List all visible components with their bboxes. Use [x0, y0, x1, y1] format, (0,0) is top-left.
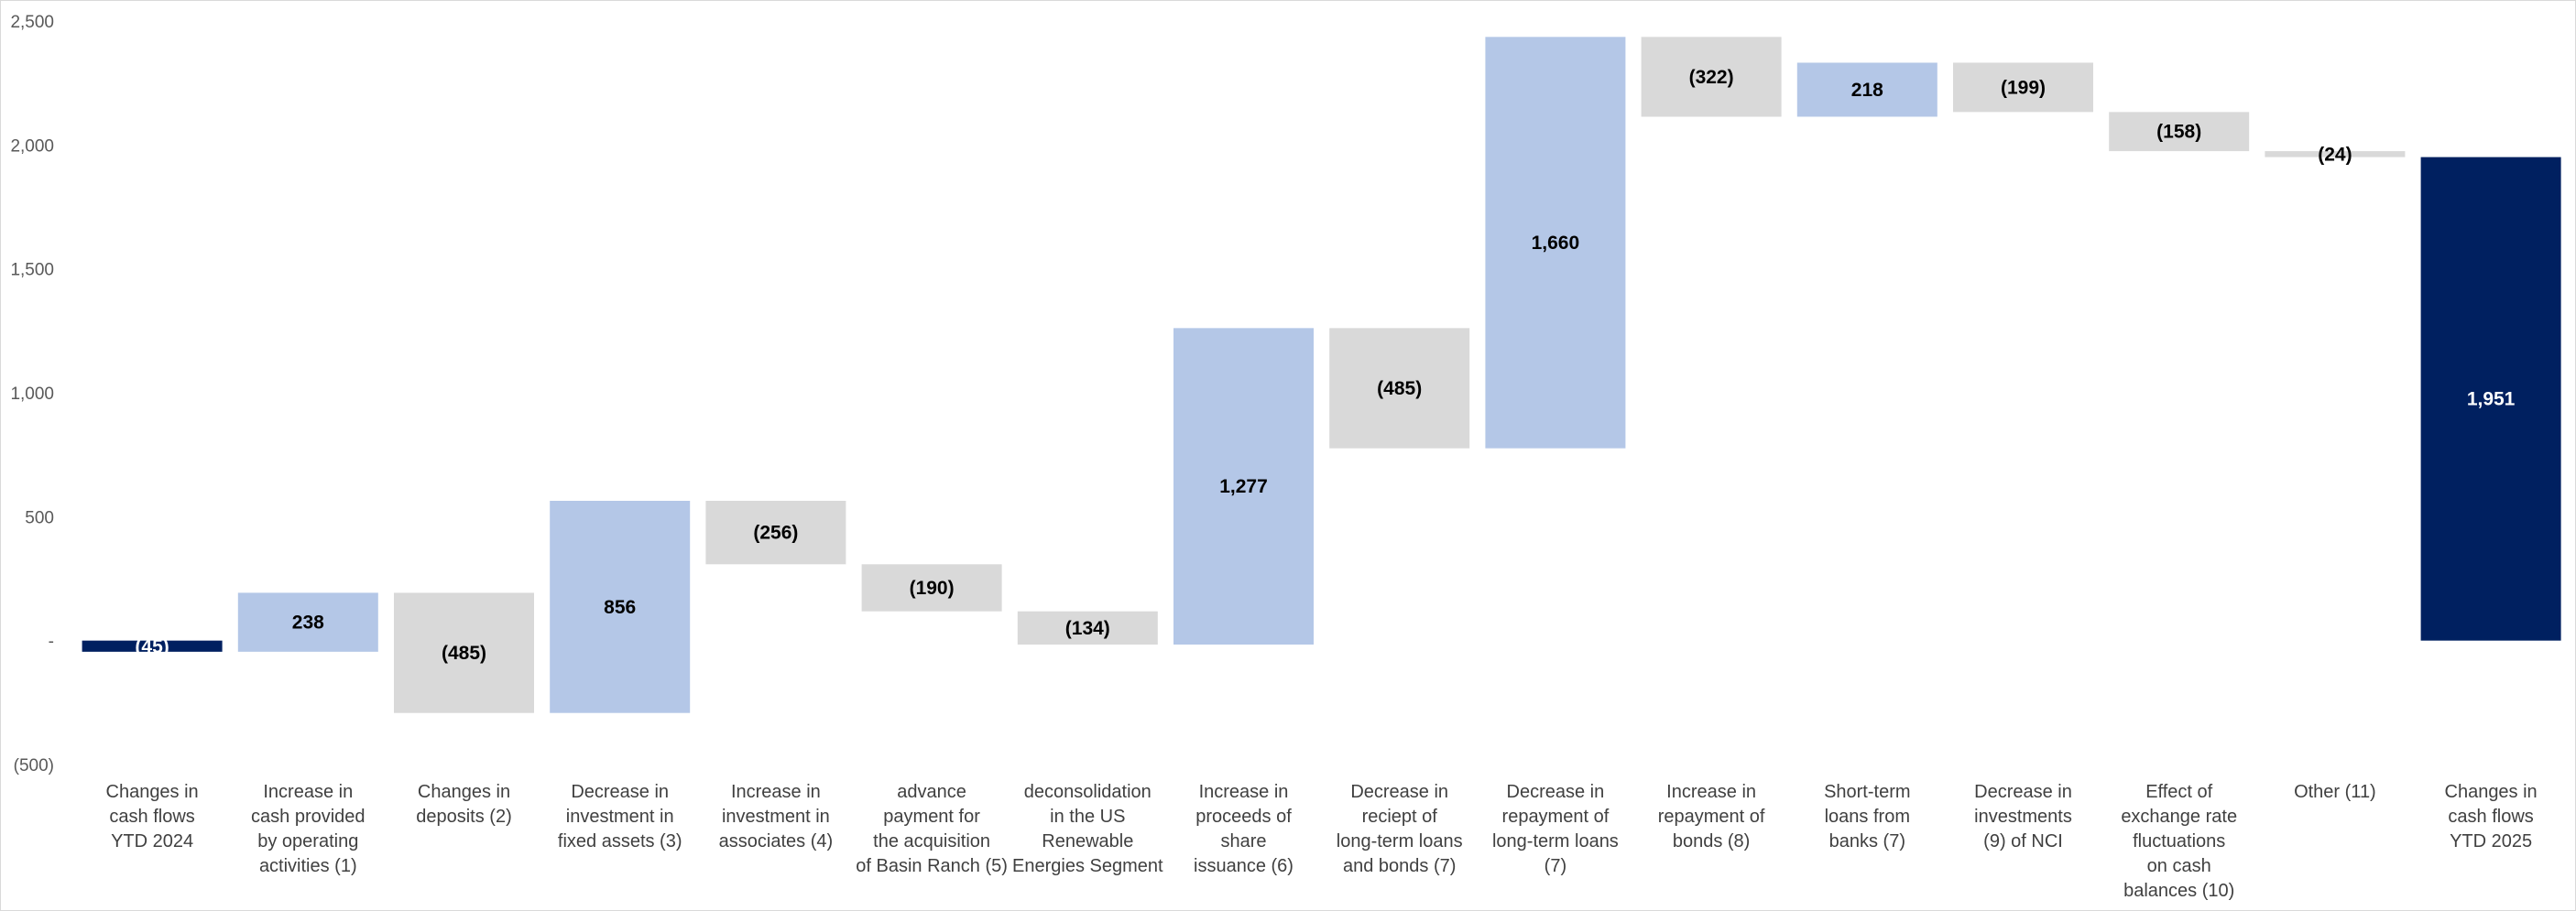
y-tick-label: (500) [14, 756, 54, 775]
bar-other-11 [2265, 151, 2406, 157]
data-label: (45) [135, 636, 169, 657]
data-label: (485) [1377, 378, 1422, 399]
data-label: (199) [2001, 77, 2046, 98]
bar-changes-in-deposits-2 [394, 592, 534, 713]
bar-decrease-in-reciept-of-long-term-loans-and-bonds-7 [1329, 328, 1470, 449]
y-tick-label: 500 [25, 508, 54, 527]
bar-deconsolidation-in-the-us-renewable-energies-segment [1017, 611, 1158, 645]
y-tick-label: 2,500 [10, 13, 54, 32]
data-label: 218 [1851, 80, 1883, 101]
bar-changes-in-cash-flows-ytd-2025 [2420, 157, 2561, 641]
category-label-group: Changes in cash flows YTD 2024 Increase in c… [106, 782, 2538, 901]
bar-effect-of-exchange-rate-fluctuations-on-cash-balances-10 [2109, 112, 2250, 152]
bar-increase-in-cash-provided-by-operating-activities-1 [237, 592, 378, 652]
bar-decrease-in-investment-in-fixed-assets-3 [550, 501, 691, 713]
bar-advance-payment-for-the-acquisition-of-basin-ranch-5 [861, 564, 1002, 612]
category-label: Increase in cash provided by operating acti… [251, 782, 366, 876]
category-label: advance payment for the acquisition of Basi… [856, 782, 1008, 876]
bar-decrease-in-investments-9-of-nci [1953, 62, 2093, 113]
category-label: Decrease in investment in fixed assets (3) [558, 782, 682, 851]
category-label: Decrease in repayment of long-term loans (7… [1492, 782, 1619, 876]
bar-decrease-in-repayment-of-long-term-loans-7 [1485, 37, 1626, 449]
bar-changes-in-cash-flows-ytd-2024 [82, 640, 223, 652]
category-label: Decrease in investments (9) of NCI [1974, 782, 2072, 851]
data-label: (322) [1689, 67, 1734, 88]
bar-increase-in-investment-in-associates-4 [705, 501, 846, 565]
data-label: (158) [2156, 122, 2201, 143]
y-tick-label: - [49, 633, 54, 652]
category-label: Effect of exchange rate fluctuations on cas… [2121, 782, 2237, 901]
category-label: Increase in repayment of bonds (8) [1658, 782, 1765, 851]
category-label: Changes in cash flows YTD 2025 [2445, 782, 2538, 851]
data-label-group: (45) 238 (485) 856 (256) (190) (134) 1,277 (485)… [135, 67, 2515, 664]
data-label: 856 [604, 597, 636, 618]
data-label: 238 [292, 613, 324, 634]
data-label: 1,660 [1532, 233, 1580, 254]
category-label: Short-term loans from banks (7) [1824, 782, 1910, 851]
category-label: Increase in investment in associates (4) [719, 782, 834, 851]
data-label: 1,277 [1219, 476, 1268, 497]
data-label: 1,951 [2467, 389, 2516, 410]
bar-group [82, 37, 2561, 713]
data-label: (24) [2318, 144, 2352, 165]
y-tick-label: 1,000 [10, 385, 54, 404]
category-label: Increase in proceeds of share issuance (6) [1194, 782, 1293, 876]
y-tick-label: 1,500 [10, 261, 54, 280]
data-label: (190) [910, 578, 955, 599]
data-label: (256) [753, 523, 798, 544]
y-axis: (500) - 500 1,000 1,500 2,000 2,500 [10, 13, 54, 775]
category-label: Changes in deposits (2) [416, 782, 512, 827]
bar-short-term-loans-from-banks-7 [1796, 62, 1937, 117]
category-label: deconsolidation in the US Renewable Energie… [1012, 782, 1163, 876]
category-label: Changes in cash flows YTD 2024 [106, 782, 199, 851]
bar-increase-in-repayment-of-bonds-8 [1641, 37, 1782, 117]
data-label: (485) [442, 643, 486, 664]
data-label: (134) [1065, 618, 1110, 639]
category-label: Other (11) [2294, 782, 2376, 802]
bar-increase-in-proceeds-of-share-issuance-6 [1173, 328, 1314, 645]
category-label: Decrease in reciept of long-term loans and … [1337, 782, 1463, 876]
y-tick-label: 2,000 [10, 136, 54, 156]
